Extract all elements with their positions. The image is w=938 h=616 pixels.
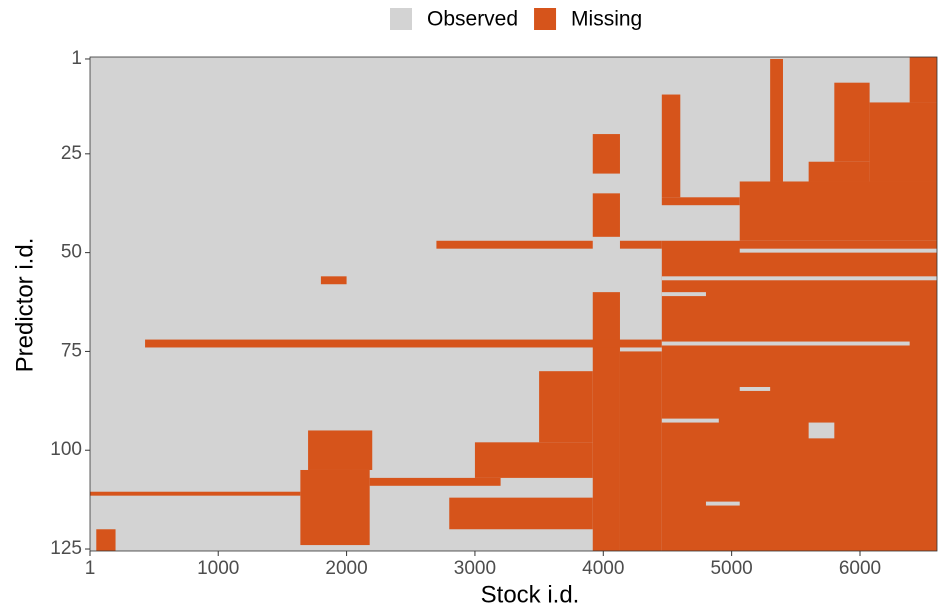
cell-block <box>308 430 373 470</box>
cell-block <box>869 102 937 182</box>
cell-block <box>661 276 937 281</box>
x-tick-label: 3000 <box>454 558 496 579</box>
cell-block <box>909 57 937 103</box>
legend-label: Observed <box>427 8 518 31</box>
cell-block <box>90 491 301 496</box>
legend-label: Missing <box>571 8 642 31</box>
cell-block <box>661 341 910 346</box>
y-tick-label: 75 <box>61 340 82 361</box>
y-tick-label: 50 <box>61 242 82 263</box>
cell-block <box>145 339 662 348</box>
cell-block <box>300 469 370 546</box>
x-tick-label: 2000 <box>325 558 367 579</box>
x-tick-label: 4000 <box>582 558 624 579</box>
legend-swatch <box>534 8 557 30</box>
cell-block <box>539 371 593 443</box>
cell-block <box>592 193 620 237</box>
cell-block <box>661 94 681 198</box>
cell-block <box>436 240 593 249</box>
cell-block <box>739 248 937 253</box>
cell-block <box>449 497 593 530</box>
x-tick-label: 1 <box>85 558 96 579</box>
y-axis-title: Predictor i.d. <box>11 238 38 373</box>
x-tick-label: 5000 <box>710 558 752 579</box>
cell-block <box>808 161 870 182</box>
cell-block <box>770 58 783 182</box>
plot-border <box>89 56 938 552</box>
y-tick-label: 100 <box>50 439 82 460</box>
cell-block <box>592 134 620 174</box>
cell-block <box>619 351 662 551</box>
legend-swatch <box>390 8 412 30</box>
cell-block <box>320 276 347 285</box>
cell-block <box>661 197 740 206</box>
cell-block <box>705 501 740 506</box>
cell-block <box>619 240 662 249</box>
y-tick-label: 125 <box>50 538 82 559</box>
x-axis-title: Stock i.d. <box>481 581 580 608</box>
cell-block <box>808 422 835 439</box>
y-tick-label: 25 <box>61 143 82 164</box>
cell-block <box>592 292 620 551</box>
cell-block <box>834 82 870 162</box>
cell-block <box>661 292 706 297</box>
cell-block <box>369 477 501 486</box>
cell-block <box>96 529 116 551</box>
x-tick-label: 6000 <box>839 558 881 579</box>
cell-block <box>474 442 593 478</box>
y-tick-label: 1 <box>71 48 82 69</box>
cell-block <box>739 181 937 241</box>
cell-block <box>739 386 771 391</box>
x-tick-label: 1000 <box>197 558 239 579</box>
cell-block <box>661 418 719 423</box>
cell-block <box>661 240 937 551</box>
